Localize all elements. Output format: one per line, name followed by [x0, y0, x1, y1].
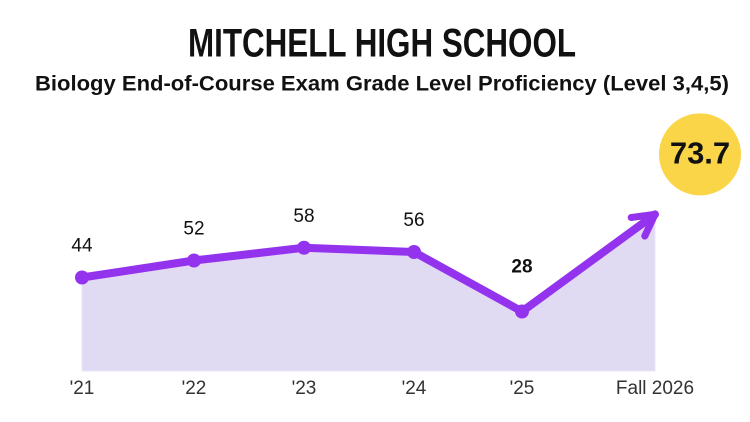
line: [78, 210, 659, 316]
value-label: 28: [511, 257, 532, 278]
x-tick-label: '22: [182, 378, 207, 399]
value-label: 58: [293, 206, 314, 227]
x-tick-label: '24: [402, 378, 427, 399]
value-badge: [659, 113, 741, 196]
point: [407, 245, 421, 259]
value-label: 56: [403, 210, 424, 231]
point: [75, 270, 89, 285]
chart-subtitle: Biology End-of-Course Exam Grade Level P…: [35, 73, 729, 96]
chart-title: MITCHELL HIGH SCHOOL: [188, 22, 576, 66]
x-tick-label: '21: [70, 378, 95, 399]
value-label: 52: [183, 219, 204, 240]
point: [187, 253, 201, 268]
arrow-head: [627, 210, 659, 240]
x-tick-label: Fall 2026: [616, 378, 694, 399]
point: [515, 304, 529, 319]
x-tick-label: '25: [510, 378, 535, 399]
value-label: 73.7: [670, 136, 730, 171]
value-label: 44: [71, 236, 93, 257]
point: [297, 240, 311, 255]
x-tick-label: '23: [292, 378, 317, 399]
area: [81, 213, 656, 372]
